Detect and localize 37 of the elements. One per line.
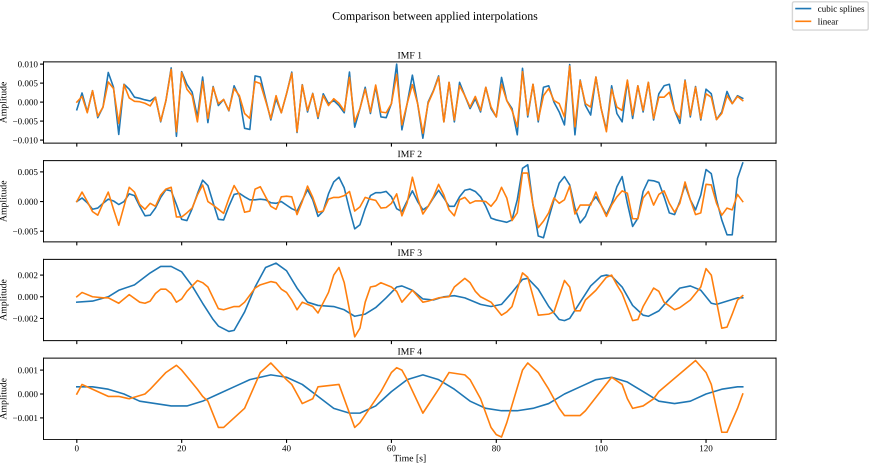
- chart-subtitle: IMF 4: [398, 348, 422, 355]
- y-tick-label: −0.005: [12, 118, 38, 124]
- chart-subtitle: IMF 3: [398, 249, 422, 256]
- line-series: [76, 172, 744, 228]
- line-series: [76, 374, 744, 414]
- x-tick-label: 0: [74, 445, 79, 452]
- y-tick-label: 0.000: [18, 99, 38, 106]
- legend-label: linear: [818, 18, 838, 25]
- y-tick-label: 0.005: [18, 80, 38, 86]
- legend-label: cubic splines: [818, 5, 864, 14]
- y-tick-label: 0.000: [18, 198, 38, 205]
- chart-title: Comparison between applied interpolations: [332, 12, 538, 22]
- x-tick-label: 60: [387, 445, 396, 452]
- line-series: [76, 162, 744, 239]
- x-tick-label: 80: [492, 445, 500, 452]
- chart-subtitle: IMF 2: [398, 150, 422, 158]
- chart-subtitle: IMF 1: [398, 52, 422, 58]
- x-tick-label: 100: [595, 445, 608, 452]
- y-tick-label: 0.001: [18, 367, 38, 374]
- y-tick-label: 0.000: [18, 294, 38, 300]
- x-tick-label: 40: [282, 445, 291, 452]
- y-axis-title: Amplitude: [0, 280, 8, 321]
- y-tick-label: −0.002: [12, 316, 38, 322]
- y-axis-title: Amplitude: [0, 180, 8, 222]
- y-tick-label: 0.000: [18, 391, 38, 398]
- y-tick-label: 0.005: [18, 169, 38, 176]
- y-axis-title: Amplitude: [0, 82, 8, 124]
- y-axis-title: Amplitude: [0, 378, 8, 420]
- y-tick-label: 0.002: [18, 272, 38, 278]
- x-tick-label: 20: [178, 445, 186, 452]
- x-tick-label: 120: [700, 445, 712, 452]
- y-tick-label: −0.005: [12, 228, 38, 234]
- y-tick-label: −0.010: [12, 137, 38, 144]
- y-tick-label: −0.001: [12, 415, 38, 422]
- line-series: [76, 360, 744, 438]
- y-tick-label: 0.010: [18, 61, 38, 68]
- x-axis-title: Time [s]: [394, 454, 426, 463]
